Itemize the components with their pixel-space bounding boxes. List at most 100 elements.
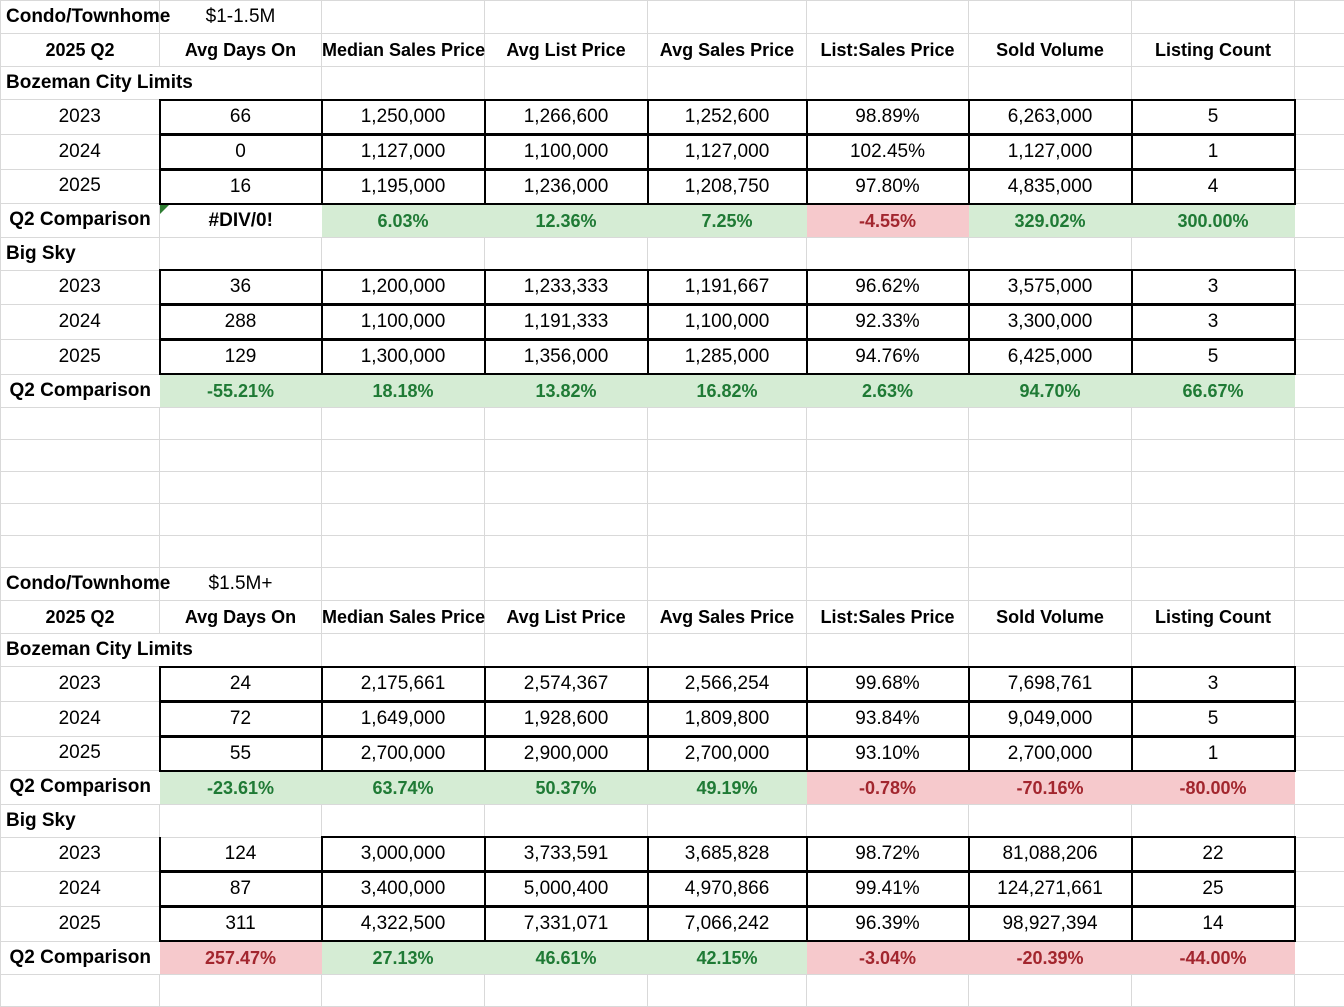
comparison-value-cell[interactable]: 257.47% (160, 941, 322, 975)
empty-cell[interactable] (1132, 504, 1295, 536)
empty-cell[interactable] (969, 568, 1132, 601)
empty-cell[interactable] (485, 568, 648, 601)
data-cell[interactable]: 1,250,000 (322, 100, 485, 135)
empty-cell[interactable] (485, 1, 648, 34)
comparison-value-cell[interactable]: 329.02% (969, 204, 1132, 238)
column-header-sold-volume[interactable]: Sold Volume (969, 34, 1132, 67)
empty-cell[interactable] (485, 472, 648, 504)
data-cell[interactable]: 5,000,400 (485, 872, 648, 907)
empty-cell[interactable] (322, 536, 485, 568)
comparison-label-cell[interactable]: Q2 Comparison (1, 204, 160, 238)
comparison-value-cell[interactable]: -4.55% (807, 204, 969, 238)
empty-cell[interactable] (485, 804, 648, 837)
empty-cell[interactable] (1, 504, 160, 536)
empty-cell[interactable] (969, 804, 1132, 837)
empty-cell[interactable] (1132, 67, 1295, 100)
data-cell[interactable]: 7,331,071 (485, 907, 648, 942)
empty-cell[interactable] (1132, 472, 1295, 504)
comparison-value-cell[interactable]: 6.03% (322, 204, 485, 238)
data-cell[interactable]: 2,700,000 (648, 736, 807, 771)
empty-cell[interactable] (1295, 736, 1344, 771)
column-header-list-sales-price[interactable]: List:Sales Price (807, 601, 969, 634)
empty-cell[interactable] (1295, 568, 1344, 601)
comparison-value-cell[interactable]: 16.82% (648, 374, 807, 408)
empty-cell[interactable] (1295, 872, 1344, 907)
data-cell[interactable]: 1,127,000 (969, 134, 1132, 169)
data-cell[interactable]: 1,200,000 (322, 270, 485, 305)
empty-cell[interactable] (1132, 408, 1295, 440)
data-cell[interactable]: 1,191,333 (485, 305, 648, 340)
empty-cell[interactable] (1295, 804, 1344, 837)
data-cell[interactable]: 1,208,750 (648, 169, 807, 204)
data-cell[interactable]: 1,356,000 (485, 340, 648, 375)
empty-cell[interactable] (1295, 975, 1344, 1007)
column-header-avg-days-on[interactable]: Avg Days On (160, 601, 322, 634)
empty-cell[interactable] (807, 67, 969, 100)
data-cell[interactable]: 1,649,000 (322, 701, 485, 736)
empty-cell[interactable] (485, 408, 648, 440)
column-header-median-sales-price[interactable]: Median Sales Price (322, 601, 485, 634)
comparison-value-cell[interactable]: 42.15% (648, 941, 807, 975)
empty-cell[interactable] (648, 67, 807, 100)
comparison-value-cell[interactable]: -55.21% (160, 374, 322, 408)
comparison-value-cell[interactable]: 94.70% (969, 374, 1132, 408)
empty-cell[interactable] (1295, 536, 1344, 568)
data-cell[interactable]: 4,970,866 (648, 872, 807, 907)
column-header-avg-list-price[interactable]: Avg List Price (485, 34, 648, 67)
comparison-value-cell[interactable]: 63.74% (322, 771, 485, 805)
column-header-avg-sales-price[interactable]: Avg Sales Price (648, 601, 807, 634)
year-cell[interactable]: 2023 (1, 100, 160, 135)
data-cell[interactable]: 6,425,000 (969, 340, 1132, 375)
empty-cell[interactable] (1, 472, 160, 504)
comparison-value-cell[interactable]: 7.25% (648, 204, 807, 238)
empty-cell[interactable] (807, 1, 969, 34)
data-cell[interactable]: 93.84% (807, 701, 969, 736)
comparison-value-cell[interactable]: -20.39% (969, 941, 1132, 975)
empty-cell[interactable] (807, 237, 969, 270)
data-cell[interactable]: 1,127,000 (648, 134, 807, 169)
empty-cell[interactable] (1295, 169, 1344, 204)
data-cell[interactable]: 1,100,000 (648, 305, 807, 340)
table1-category-cell[interactable]: Condo/Townhome (1, 1, 160, 34)
data-cell[interactable]: 3,575,000 (969, 270, 1132, 305)
data-cell[interactable]: 3,400,000 (322, 872, 485, 907)
empty-cell[interactable] (485, 634, 648, 667)
column-header-list-sales-price[interactable]: List:Sales Price (807, 34, 969, 67)
empty-cell[interactable] (1295, 408, 1344, 440)
data-cell[interactable]: 102.45% (807, 134, 969, 169)
year-cell[interactable]: 2023 (1, 837, 160, 872)
empty-cell[interactable] (1132, 237, 1295, 270)
empty-cell[interactable] (485, 237, 648, 270)
data-cell[interactable]: 3,000,000 (322, 837, 485, 872)
section-label-big-sky[interactable]: Big Sky (1, 237, 160, 270)
empty-cell[interactable] (1295, 667, 1344, 702)
empty-cell[interactable] (1295, 941, 1344, 975)
empty-cell[interactable] (322, 408, 485, 440)
table2-period-cell[interactable]: 2025 Q2 (1, 601, 160, 634)
data-cell[interactable]: 72 (160, 701, 322, 736)
empty-cell[interactable] (322, 440, 485, 472)
data-cell[interactable]: 4,835,000 (969, 169, 1132, 204)
data-cell[interactable]: 36 (160, 270, 322, 305)
empty-cell[interactable] (485, 975, 648, 1007)
empty-cell[interactable] (1295, 67, 1344, 100)
data-cell[interactable]: 2,566,254 (648, 667, 807, 702)
data-cell[interactable]: 3,733,591 (485, 837, 648, 872)
empty-cell[interactable] (160, 504, 322, 536)
empty-cell[interactable] (1295, 601, 1344, 634)
empty-cell[interactable] (1295, 771, 1344, 805)
column-header-avg-days-on[interactable]: Avg Days On (160, 34, 322, 67)
empty-cell[interactable] (160, 237, 322, 270)
empty-cell[interactable] (807, 440, 969, 472)
data-cell[interactable]: 4,322,500 (322, 907, 485, 942)
empty-cell[interactable] (969, 408, 1132, 440)
comparison-value-cell[interactable]: -23.61% (160, 771, 322, 805)
data-cell[interactable]: 5 (1132, 701, 1295, 736)
comparison-value-cell[interactable]: 66.67% (1132, 374, 1295, 408)
data-cell[interactable]: 2,700,000 (969, 736, 1132, 771)
data-cell[interactable]: 1,300,000 (322, 340, 485, 375)
empty-cell[interactable] (1295, 340, 1344, 375)
comparison-value-cell[interactable]: 46.61% (485, 941, 648, 975)
comparison-value-cell[interactable]: 50.37% (485, 771, 648, 805)
data-cell[interactable]: 3 (1132, 305, 1295, 340)
